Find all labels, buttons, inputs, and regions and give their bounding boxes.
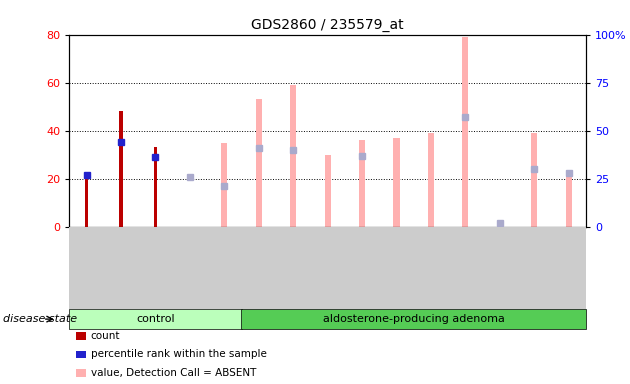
Bar	[359, 140, 365, 227]
Bar	[566, 171, 572, 227]
Text: value, Detection Call = ABSENT: value, Detection Call = ABSENT	[91, 368, 256, 378]
Text: control: control	[136, 314, 175, 324]
Bar	[393, 138, 399, 227]
Bar	[531, 133, 537, 227]
Text: count: count	[91, 331, 120, 341]
Bar	[324, 155, 331, 227]
Bar	[119, 111, 123, 227]
Text: percentile rank within the sample: percentile rank within the sample	[91, 349, 266, 359]
Bar	[85, 179, 88, 227]
Title: GDS2860 / 235579_at: GDS2860 / 235579_at	[251, 18, 404, 32]
Bar	[428, 133, 434, 227]
Text: aldosterone-producing adenoma: aldosterone-producing adenoma	[323, 314, 505, 324]
Bar	[462, 37, 469, 227]
Bar	[154, 147, 157, 227]
Bar	[256, 99, 262, 227]
Bar	[290, 85, 296, 227]
Text: disease state: disease state	[3, 314, 77, 324]
Bar	[221, 142, 227, 227]
